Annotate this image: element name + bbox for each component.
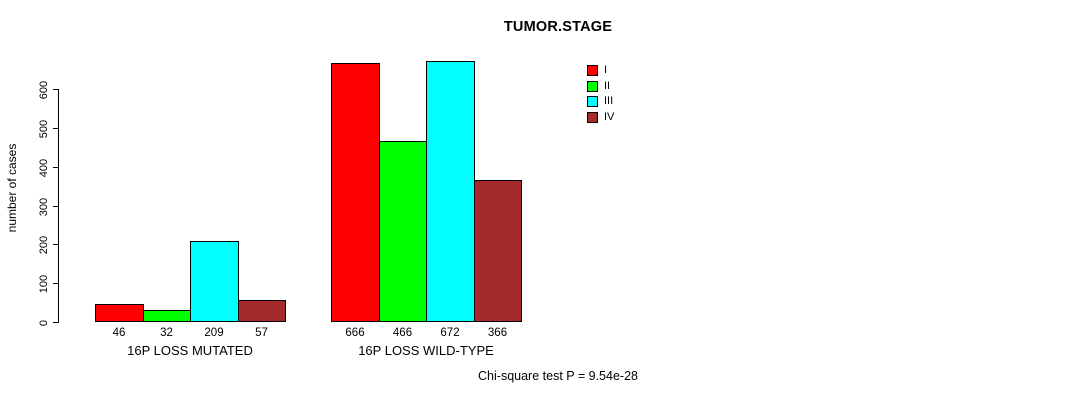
bar-value-label: 57 <box>255 327 268 339</box>
legend-swatch-icon <box>587 65 598 76</box>
chi-square-annotation: Chi-square test P = 9.54e-28 <box>478 369 638 383</box>
group-label: 16P LOSS WILD-TYPE <box>358 343 494 358</box>
legend: I II III IV <box>587 65 614 128</box>
bar-value-label: 466 <box>392 327 413 339</box>
bar-II-group2 <box>379 141 427 322</box>
y-axis-tick <box>53 322 59 323</box>
legend-swatch-icon <box>587 96 598 108</box>
bar-value-label: 46 <box>112 327 126 339</box>
bar-III-group2 <box>426 61 475 322</box>
y-axis-tick-label: 300 <box>38 197 50 216</box>
bar-I-group1 <box>95 304 144 322</box>
legend-label: IV <box>604 111 615 124</box>
y-axis-tick-label: 600 <box>38 80 50 99</box>
bar-value-label: 209 <box>204 327 224 339</box>
legend-label: III <box>604 95 614 108</box>
legend-item-II: II <box>587 79 614 92</box>
legend-swatch-icon <box>587 112 598 124</box>
chart-title: TUMOR.STAGE <box>503 19 613 35</box>
bar-value-label: 666 <box>345 327 365 339</box>
bar-II-group1 <box>143 310 191 322</box>
legend-swatch-icon <box>587 80 598 92</box>
bar-III-group1 <box>190 241 239 322</box>
y-axis-tick-label: 0 <box>38 319 50 326</box>
legend-label: II <box>604 79 611 92</box>
bar-value-label: 32 <box>160 327 173 339</box>
y-axis-tick <box>53 167 59 168</box>
legend-item-IV: IV <box>587 111 615 124</box>
bar-value-label: 672 <box>440 327 460 339</box>
group-label: 16P LOSS MUTATED <box>127 343 253 358</box>
y-axis-tick-label: 500 <box>38 119 50 138</box>
bar-value-label: 366 <box>487 327 508 339</box>
legend-label: I <box>604 64 608 76</box>
y-axis-tick <box>53 89 59 90</box>
y-axis-tick <box>53 128 59 129</box>
y-axis-tick <box>53 206 59 207</box>
y-axis-tick-label: 400 <box>38 158 50 177</box>
y-axis-tick-label: 200 <box>38 235 50 254</box>
bar-IV-group2 <box>474 180 522 322</box>
bar-IV-group1 <box>238 300 286 322</box>
y-axis-tick <box>53 244 59 245</box>
bar-I-group2 <box>331 63 380 322</box>
legend-item-I: I <box>587 65 614 76</box>
y-axis-tick-label: 100 <box>38 274 50 293</box>
legend-item-III: III <box>587 95 614 108</box>
y-axis-tick <box>53 283 59 284</box>
